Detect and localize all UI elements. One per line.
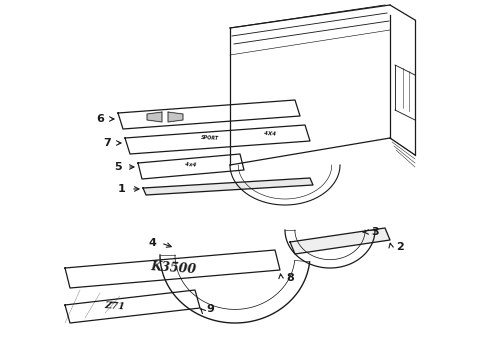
Text: 3: 3 <box>371 227 379 237</box>
Text: Z71: Z71 <box>104 301 125 311</box>
Text: 4X4: 4X4 <box>264 131 276 137</box>
Text: 1: 1 <box>118 184 126 194</box>
Polygon shape <box>290 228 390 254</box>
Text: SPORT: SPORT <box>201 135 219 141</box>
Text: K3500: K3500 <box>149 260 196 276</box>
Text: 6: 6 <box>96 114 104 124</box>
Text: 9: 9 <box>206 304 214 314</box>
Polygon shape <box>143 178 313 195</box>
Text: 4x4: 4x4 <box>185 162 197 168</box>
Text: 4: 4 <box>148 238 156 248</box>
Polygon shape <box>147 112 162 122</box>
Text: 2: 2 <box>396 242 404 252</box>
Polygon shape <box>168 112 183 122</box>
Text: 8: 8 <box>286 273 294 283</box>
Text: 7: 7 <box>103 138 111 148</box>
Text: 5: 5 <box>114 162 122 172</box>
